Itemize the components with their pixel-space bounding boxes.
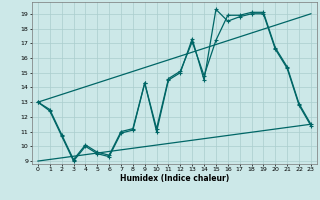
X-axis label: Humidex (Indice chaleur): Humidex (Indice chaleur)	[120, 174, 229, 183]
